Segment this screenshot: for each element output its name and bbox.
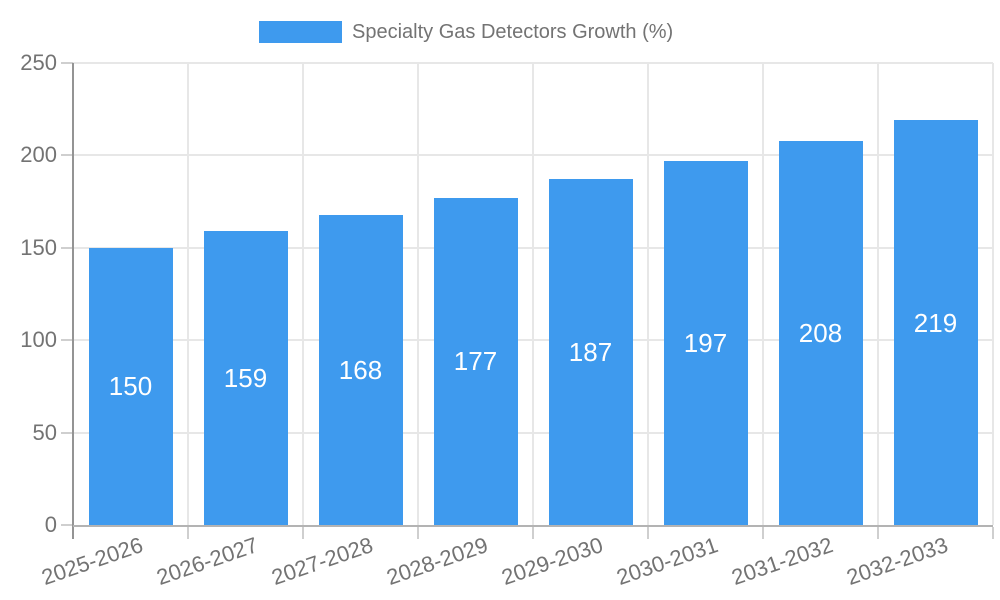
legend[interactable]: Specialty Gas Detectors Growth (%) (0, 0, 1000, 52)
x-tick (302, 527, 304, 539)
x-tick (417, 527, 419, 539)
gridline-vertical (647, 63, 649, 525)
bar-value-label: 159 (223, 363, 268, 394)
y-tick-label: 0 (44, 512, 57, 537)
bar[interactable]: 177 (433, 197, 518, 525)
y-tick-label: 150 (20, 234, 57, 260)
bar-value-label: 197 (683, 327, 728, 358)
gridline-vertical (187, 63, 189, 525)
x-tick-label: 2025-2026 (38, 532, 147, 590)
y-tick-label: 200 (20, 142, 57, 168)
gridline-vertical (762, 63, 764, 525)
bar[interactable]: 208 (778, 140, 863, 525)
y-axis-line (72, 63, 74, 539)
gridline-vertical (877, 63, 879, 525)
bar[interactable]: 197 (663, 160, 748, 525)
x-tick-label: 2030-2031 (613, 532, 722, 590)
gridline-vertical (302, 63, 304, 525)
y-tick (61, 62, 73, 64)
gridline-vertical (992, 63, 994, 525)
y-tick (61, 524, 73, 526)
bar-value-label: 168 (338, 354, 383, 385)
x-tick (532, 527, 534, 539)
y-tick (61, 154, 73, 157)
bar[interactable]: 159 (203, 231, 288, 525)
x-tick (877, 527, 879, 539)
bar-value-label: 208 (798, 317, 843, 348)
bar[interactable]: 187 (548, 179, 633, 525)
y-tick (61, 339, 73, 342)
y-tick-label: 250 (20, 50, 57, 75)
x-tick-label: 2027-2028 (268, 532, 377, 590)
gridline-vertical (417, 63, 419, 525)
x-tick (187, 527, 189, 539)
x-tick (647, 527, 649, 539)
x-tick (992, 527, 994, 539)
x-tick (762, 527, 764, 539)
bar[interactable]: 219 (893, 120, 978, 525)
x-tick-label: 2026-2027 (153, 532, 262, 590)
y-tick (61, 246, 73, 249)
bar[interactable]: 150 (88, 247, 173, 525)
legend-swatch[interactable] (259, 21, 342, 43)
bar-value-label: 177 (453, 346, 498, 377)
x-tick-label: 2028-2029 (383, 532, 492, 590)
x-tick-label: 2032-2033 (843, 532, 952, 590)
bar[interactable]: 168 (318, 214, 403, 525)
bar-value-label: 219 (913, 307, 958, 338)
x-axis-line (73, 525, 993, 527)
legend-label[interactable]: Specialty Gas Detectors Growth (%) (352, 21, 674, 43)
x-tick-label: 2031-2032 (728, 532, 837, 590)
y-tick (61, 431, 73, 434)
x-tick-label: 2029-2030 (498, 532, 607, 590)
y-tick-label: 100 (20, 327, 57, 353)
gridline-vertical (532, 63, 534, 525)
bar-value-label: 150 (108, 371, 153, 402)
y-tick-label: 50 (32, 419, 57, 445)
bar-value-label: 187 (568, 337, 613, 368)
